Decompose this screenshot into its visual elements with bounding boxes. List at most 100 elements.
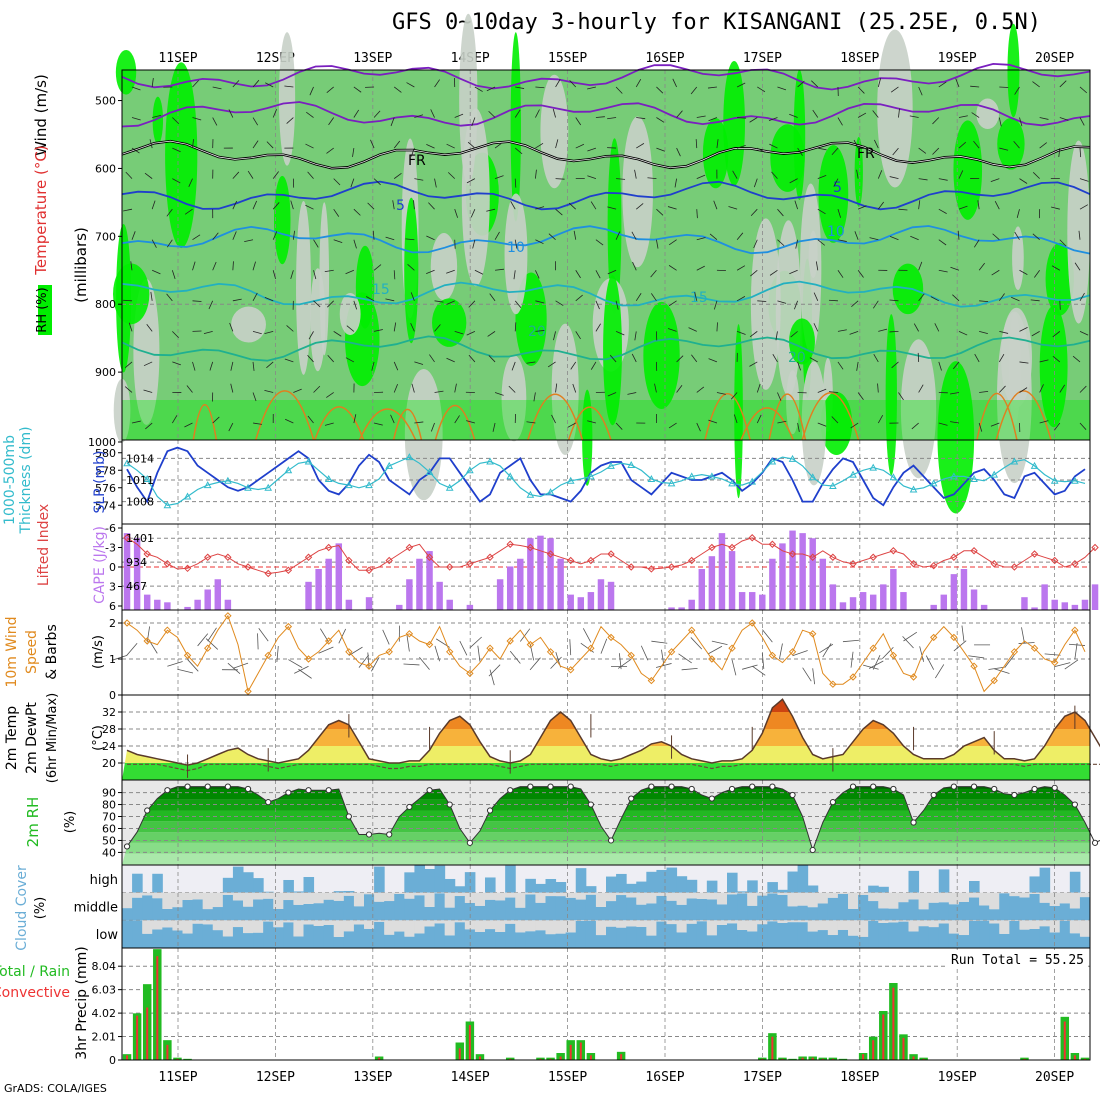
wind10m-point — [183, 651, 192, 660]
cloud-cover-middle-bar — [696, 898, 708, 921]
wind-barb — [656, 239, 659, 249]
rh-moist-patch — [152, 96, 164, 144]
cloud-clear-low-bar — [848, 920, 859, 936]
cloud-clear-middle-bar — [948, 892, 960, 905]
wind-barb — [152, 115, 162, 118]
wind10m-point — [688, 626, 696, 634]
wind10m-barb — [934, 664, 945, 679]
rh2m-point — [406, 803, 413, 811]
cloud-cover-middle-bar — [414, 895, 425, 921]
lifted-index-point — [990, 560, 998, 568]
wind-barb — [695, 139, 698, 149]
pressure-tick-label: 700 — [95, 230, 116, 243]
precip-convective-bar — [468, 1025, 471, 1060]
cloud-cover-middle-bar — [172, 907, 183, 921]
wind-barb — [708, 117, 718, 122]
wind10m-point — [909, 673, 918, 681]
cloud-cover-middle-bar — [747, 905, 758, 921]
cloud-clear-middle-bar — [232, 892, 244, 901]
cloud-clear-middle-bar — [606, 892, 617, 902]
cloud-clear-low-bar — [646, 920, 657, 936]
wind-barb — [568, 202, 577, 210]
contour-label: 5 — [833, 180, 842, 196]
wind-barb — [757, 300, 767, 302]
wind-barb — [1051, 265, 1061, 271]
lifted-index-point — [526, 543, 535, 552]
cloud-cover-low-bar — [908, 931, 920, 948]
wind-barb — [979, 390, 989, 393]
warm-contour — [976, 392, 1018, 441]
wind-barb — [393, 140, 401, 149]
wind10m-barb — [1044, 653, 1061, 656]
chart-title: GFS 0~10day 3-hourly for KISANGANI (25.2… — [392, 10, 1042, 35]
wind-barb — [1019, 178, 1028, 184]
wind-barb — [308, 331, 314, 340]
warm-contour — [314, 406, 365, 441]
wind-barb — [676, 147, 681, 157]
cloud-clear-low-bar — [787, 920, 799, 923]
cloud-cover-high-bar — [727, 872, 738, 893]
contour-label: 15 — [372, 282, 390, 298]
bottom-date-label: 15SEP — [548, 1070, 587, 1085]
cloud-clear-low-bar — [142, 920, 153, 934]
wind-barb — [634, 169, 637, 179]
wind-barb — [777, 392, 782, 401]
wind-barb — [345, 269, 355, 275]
wind-barb — [367, 202, 375, 210]
wind10m-barb — [868, 660, 884, 669]
cloud-cover-middle-bar — [817, 903, 829, 921]
lifted-index-point — [909, 560, 918, 568]
cloud-cover-high-bar — [938, 869, 950, 893]
cloud-clear-middle-bar — [263, 892, 274, 899]
cloud-clear-low-bar — [565, 920, 577, 933]
cloud-cover-low-bar — [727, 923, 738, 948]
wind-barb — [192, 117, 202, 121]
cape-bar — [396, 604, 403, 610]
wind-barb — [817, 147, 827, 151]
wind-barb — [1014, 231, 1020, 240]
wind-barb — [131, 117, 141, 121]
wind-barb — [756, 414, 762, 424]
cloud-cover-high-bar — [797, 865, 809, 893]
wind-barb — [467, 141, 476, 149]
cloud-clear-middle-bar — [313, 892, 325, 904]
rh-moist-patch — [854, 137, 863, 207]
rh-dry-patch — [339, 293, 361, 336]
rh-moist-patch — [885, 314, 897, 476]
cloud-clear-middle-bar — [192, 892, 204, 900]
wind-barb — [252, 292, 258, 302]
cape-bar — [668, 607, 675, 610]
precip-tick-label: 4.02 — [92, 1007, 117, 1020]
wind-barb — [789, 178, 798, 184]
wind10m-barb — [319, 628, 330, 643]
wind10m-point — [728, 644, 736, 652]
cloud-cover-middle-bar — [575, 899, 587, 921]
cloud-cover-middle-bar — [293, 904, 304, 921]
cape-bar — [829, 584, 837, 610]
rh-dry-patch — [750, 218, 781, 390]
cloud-clear-low-bar — [595, 920, 607, 936]
wind-barb — [515, 86, 525, 89]
wind-barb — [128, 322, 133, 332]
wind-barb — [124, 361, 133, 369]
thickness-point — [950, 472, 958, 480]
cloud-clear-low-bar — [696, 920, 708, 922]
wind-barb — [244, 239, 254, 242]
upper-air-wind-barbs — [122, 77, 1089, 433]
wind-barb — [736, 232, 744, 240]
wind-barb — [771, 171, 778, 179]
wind-barb — [426, 269, 435, 274]
cloud-cover-middle-bar — [626, 897, 637, 921]
wind10m-barb — [600, 638, 608, 654]
wind-barb — [555, 79, 561, 88]
precip-total-bar — [1080, 1057, 1090, 1060]
thickness-tick-label: 574 — [95, 499, 116, 512]
cloud-cover-high-bar — [686, 879, 698, 893]
wind-barb — [470, 209, 476, 218]
rh2m-point — [628, 795, 635, 802]
wind10m-barb — [711, 640, 728, 645]
temperature-contour — [121, 180, 1091, 211]
cloud-clear-low-bar — [737, 920, 748, 930]
cloud-cover-low-bar — [646, 935, 657, 948]
wind-barb — [272, 231, 278, 240]
